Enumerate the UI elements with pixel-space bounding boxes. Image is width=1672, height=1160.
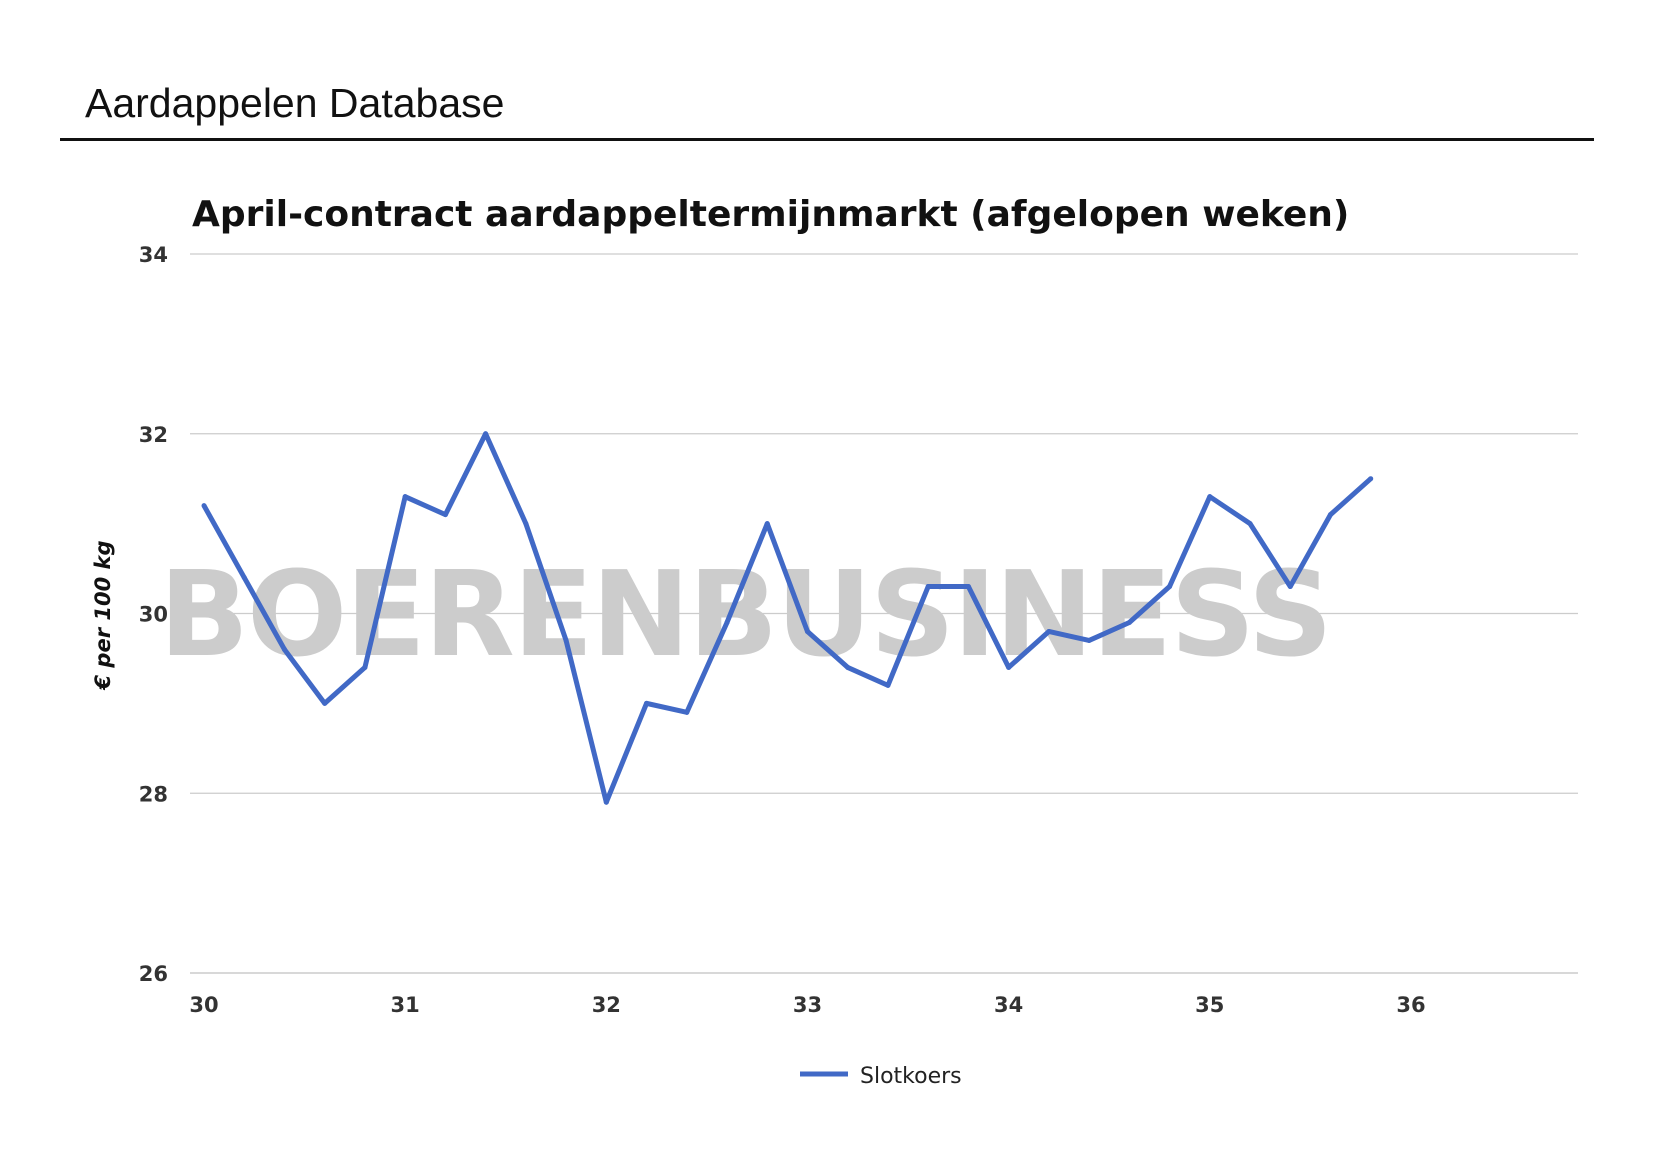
data-point[interactable] <box>1287 584 1293 590</box>
data-point[interactable] <box>563 637 569 643</box>
data-point[interactable] <box>322 700 328 706</box>
page-title: Aardappelen Database <box>85 80 505 126</box>
data-point[interactable] <box>1086 637 1092 643</box>
data-point[interactable] <box>764 521 770 527</box>
x-tick-label: 30 <box>189 993 218 1017</box>
data-point[interactable] <box>724 619 730 625</box>
data-point[interactable] <box>1126 619 1132 625</box>
data-point[interactable] <box>644 700 650 706</box>
data-point[interactable] <box>241 575 247 581</box>
x-tick-label: 31 <box>391 993 420 1017</box>
page-header: Aardappelen Database <box>60 70 1594 141</box>
y-tick-label: 34 <box>139 243 168 267</box>
data-point[interactable] <box>845 664 851 670</box>
legend[interactable]: Slotkoers <box>800 1064 962 1089</box>
data-point[interactable] <box>523 521 529 527</box>
x-tick-label: 35 <box>1195 993 1224 1017</box>
y-tick-label: 26 <box>139 962 168 986</box>
chart-title: April-contract aardappeltermijnmarkt (af… <box>192 194 1349 235</box>
data-point[interactable] <box>603 799 609 805</box>
data-point[interactable] <box>402 494 408 500</box>
data-point[interactable] <box>1247 521 1253 527</box>
series-group <box>201 431 1374 805</box>
data-point[interactable] <box>1327 512 1333 518</box>
data-point[interactable] <box>1167 584 1173 590</box>
y-tick-label: 32 <box>139 423 168 447</box>
data-point[interactable] <box>1046 628 1052 634</box>
data-point[interactable] <box>281 646 287 652</box>
data-point[interactable] <box>201 503 207 509</box>
data-point[interactable] <box>804 628 810 634</box>
data-point[interactable] <box>885 682 891 688</box>
x-tick-label: 32 <box>592 993 621 1017</box>
x-axis-ticks: 30 31 32 33 34 35 36 <box>189 993 1425 1017</box>
y-tick-label: 30 <box>139 603 168 627</box>
data-point[interactable] <box>1207 494 1213 500</box>
legend-label-slotkoers: Slotkoers <box>860 1064 962 1089</box>
data-point[interactable] <box>684 709 690 715</box>
y-axis-label: € per 100 kg <box>91 540 115 690</box>
watermark-text: BOERENBUSINESS <box>159 545 1331 683</box>
data-point[interactable] <box>442 512 448 518</box>
x-tick-label: 36 <box>1396 993 1425 1017</box>
y-axis-ticks: 26 28 30 32 34 <box>139 243 168 986</box>
series-line-slotkoers[interactable] <box>201 431 1373 805</box>
data-point[interactable] <box>925 584 931 590</box>
data-point[interactable] <box>1006 664 1012 670</box>
data-point[interactable] <box>965 584 971 590</box>
data-point[interactable] <box>1368 476 1374 482</box>
data-point[interactable] <box>362 664 368 670</box>
data-point[interactable] <box>483 431 489 437</box>
y-tick-label: 28 <box>139 782 168 806</box>
grid-lines <box>190 253 1578 974</box>
x-tick-label: 34 <box>994 993 1023 1017</box>
x-tick-label: 33 <box>793 993 822 1017</box>
